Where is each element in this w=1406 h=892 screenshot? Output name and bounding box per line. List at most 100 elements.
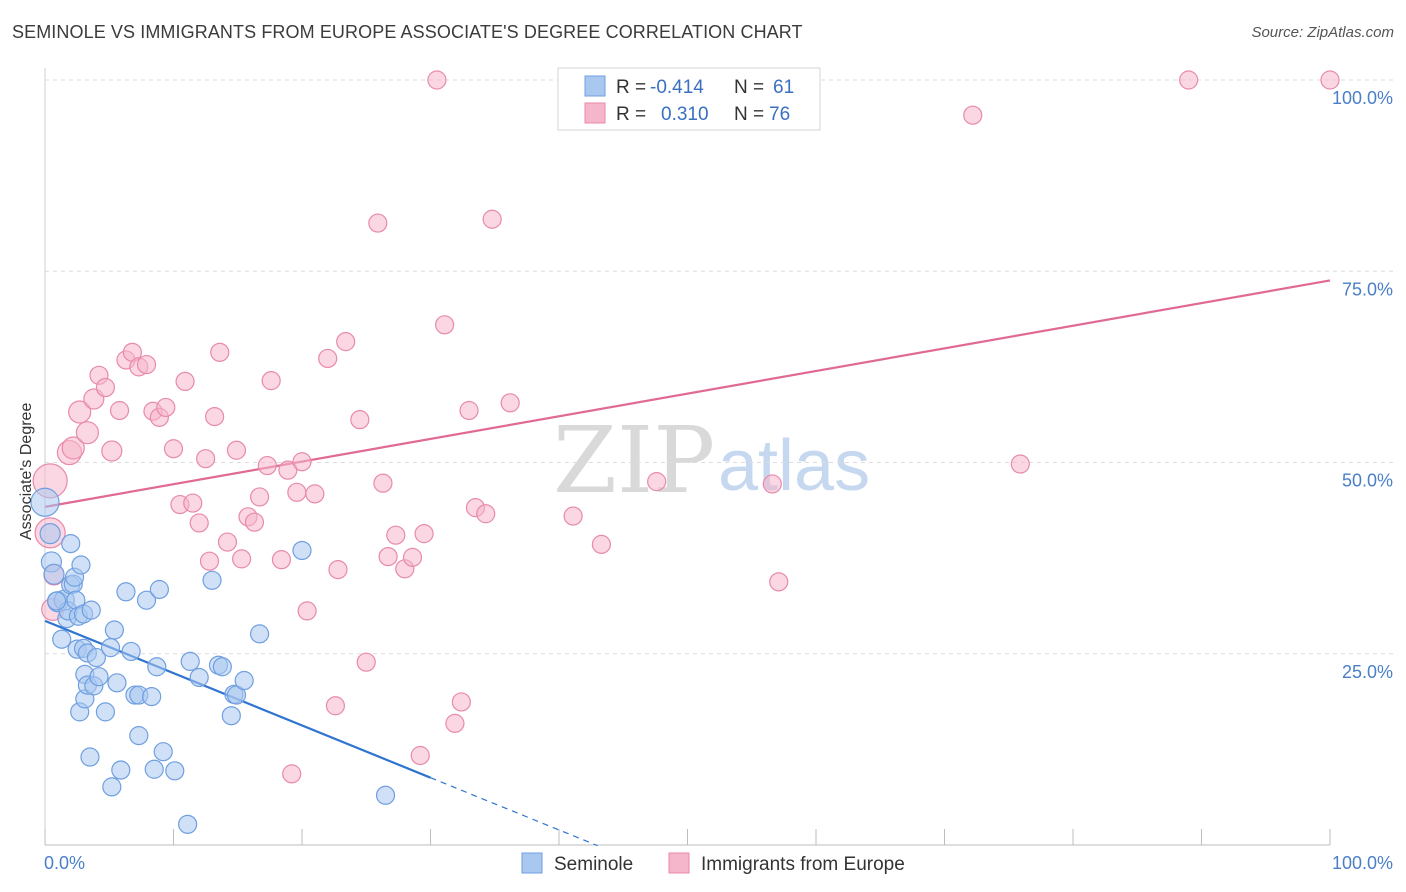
- europe-point-7: [75, 421, 100, 445]
- y-tick-label-2: 75.0%: [1342, 279, 1393, 299]
- legend-r-label-2: R =: [616, 104, 646, 125]
- seminole-point-46: [165, 761, 185, 781]
- europe-point-34: [249, 487, 270, 507]
- europe-point-24: [189, 513, 209, 533]
- seminole-point-24: [80, 747, 100, 767]
- bottom-legend-swatch-seminole: [521, 852, 543, 874]
- seminole-point-50: [202, 570, 222, 590]
- europe-point-71: [769, 572, 789, 592]
- legend-n-label-1: N =: [734, 77, 764, 98]
- seminole-point-29: [95, 702, 115, 722]
- europe-point-75: [1320, 70, 1340, 90]
- legend-r-value-1: -0.414: [650, 77, 704, 98]
- grid: [45, 79, 1395, 655]
- watermark-atlas: atlas: [718, 426, 870, 506]
- legend-swatch-seminole: [584, 75, 606, 97]
- legend-n-value-1: 61: [773, 77, 794, 98]
- europe-point-36: [261, 371, 281, 391]
- europe-point-44: [318, 348, 338, 369]
- seminole-point-59: [375, 785, 396, 805]
- seminole-point-31: [102, 777, 122, 797]
- europe-point-22: [175, 371, 195, 392]
- europe-point-51: [373, 473, 393, 493]
- legend-n-value-2: 76: [769, 104, 790, 125]
- seminole-point-35: [116, 582, 136, 602]
- europe-point-11: [101, 440, 123, 462]
- x-tick-label-1: 100.0%: [1332, 853, 1393, 873]
- seminole-point-56: [234, 670, 254, 691]
- europe-point-40: [287, 482, 307, 502]
- europe-point-57: [414, 524, 434, 544]
- europe-point-12: [109, 400, 130, 421]
- europe-point-48: [350, 410, 370, 430]
- chart-title: SEMINOLE VS IMMIGRANTS FROM EUROPE ASSOC…: [12, 22, 803, 42]
- europe-point-37: [271, 550, 292, 570]
- seminole-point-47: [178, 814, 198, 834]
- europe-point-30: [226, 440, 247, 460]
- y-axis-label-wrap: Associate's Degree: [18, 403, 38, 560]
- europe-point-59: [435, 315, 455, 335]
- europe-point-65: [482, 209, 502, 229]
- seminole-point-48: [180, 651, 200, 672]
- bottom-legend-label-europe: Immigrants from Europe: [701, 854, 905, 875]
- seminole-point-38: [129, 726, 149, 746]
- seminole-point-30: [100, 638, 121, 658]
- watermark-zip: ZIP: [553, 407, 715, 514]
- europe-point-70: [762, 474, 782, 494]
- seminole-point-36: [121, 641, 141, 662]
- europe-point-31: [232, 549, 252, 569]
- seminole-point-27: [86, 647, 107, 668]
- seminole-point-32: [104, 620, 124, 640]
- seminole-point-5: [52, 629, 72, 649]
- europe-point-52: [378, 546, 398, 567]
- legend-r-value-2: 0.310: [661, 104, 709, 125]
- seminole-point-45: [153, 742, 173, 762]
- seminole-point-58: [292, 540, 312, 561]
- europe-point-20: [163, 439, 184, 459]
- seminole-point-25: [81, 600, 101, 620]
- seminole-point-17: [71, 555, 91, 575]
- series-legend: Seminole Immigrants from Europe: [521, 852, 905, 875]
- x-tick-labels: 0.0% 100.0%: [44, 853, 1393, 873]
- europe-point-43: [305, 484, 325, 504]
- seminole-point-1: [39, 523, 61, 545]
- europe-point-62: [459, 400, 479, 421]
- europe-point-23: [183, 493, 203, 513]
- legend-swatch-europe: [584, 102, 606, 124]
- europe-point-42: [297, 601, 317, 621]
- seminole-point-60: [46, 591, 67, 611]
- europe-point-46: [328, 559, 348, 580]
- seminole-point-0: [30, 487, 60, 517]
- y-axis-label: Associate's Degree: [18, 402, 35, 540]
- seminole-point-10: [61, 533, 81, 554]
- seminole-point-43: [147, 657, 167, 677]
- seminole-point-33: [107, 673, 127, 693]
- seminole-point-3: [43, 563, 65, 585]
- europe-point-50: [368, 213, 388, 233]
- europe-point-56: [410, 745, 430, 766]
- europe-point-68: [591, 534, 612, 554]
- seminole-point-28: [89, 667, 109, 687]
- europe-point-47: [336, 332, 356, 352]
- europe-point-67: [563, 506, 583, 526]
- europe-point-19: [156, 397, 176, 418]
- europe-point-53: [386, 525, 406, 545]
- europe-point-28: [210, 342, 230, 362]
- x-tick-label-0: 0.0%: [44, 853, 85, 873]
- seminole-point-42: [144, 759, 164, 779]
- europe-point-58: [427, 70, 447, 90]
- stats-legend: R = -0.414 N = 61 R = 0.310 N = 76: [557, 67, 821, 131]
- seminole-point-53: [221, 706, 241, 726]
- europe-point-5: [61, 436, 85, 460]
- europe-point-25: [196, 449, 216, 469]
- europe-point-33: [244, 512, 265, 532]
- seminole-point-52: [212, 657, 232, 677]
- seminole-point-49: [189, 667, 209, 688]
- europe-point-60: [445, 713, 465, 733]
- seminole-point-40: [136, 590, 157, 610]
- europe-point-16: [136, 354, 157, 375]
- seminole-point-34: [111, 760, 131, 780]
- europe-point-73: [1010, 454, 1030, 474]
- y-tick-label-0: 25.0%: [1342, 662, 1393, 682]
